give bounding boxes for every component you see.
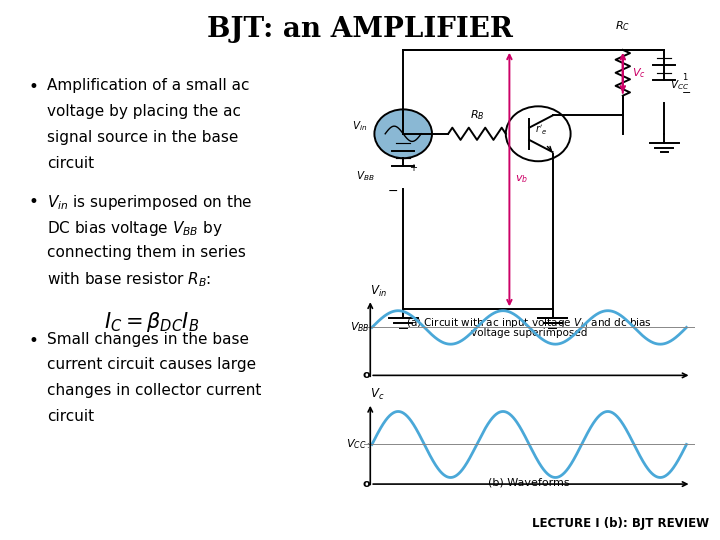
Text: voltage by placing the ac: voltage by placing the ac xyxy=(47,104,240,119)
Text: BJT: an AMPLIFIER: BJT: an AMPLIFIER xyxy=(207,16,513,43)
Text: $V_{BB}$: $V_{BB}$ xyxy=(356,170,374,184)
Text: $V_{CC:}$: $V_{CC:}$ xyxy=(346,437,369,451)
Text: $r'_e$: $r'_e$ xyxy=(536,124,548,138)
Text: voltage superimposed: voltage superimposed xyxy=(471,328,588,338)
Text: $V_{in}$ is superimposed on the: $V_{in}$ is superimposed on the xyxy=(47,193,252,212)
Text: −: − xyxy=(387,185,397,198)
Text: $V_{in}$: $V_{in}$ xyxy=(370,284,387,299)
Text: 1: 1 xyxy=(683,73,688,82)
Text: •: • xyxy=(29,78,39,96)
Text: changes in collector current: changes in collector current xyxy=(47,383,261,399)
Text: $V_{CC}$: $V_{CC}$ xyxy=(670,78,689,92)
Text: $V_c$: $V_c$ xyxy=(632,66,646,80)
Text: (a) Circuit with ac input voltage $V_{in}$ and dc bias: (a) Circuit with ac input voltage $V_{in… xyxy=(406,316,652,330)
Text: $R_C$: $R_C$ xyxy=(615,19,631,33)
Text: signal source in the base: signal source in the base xyxy=(47,130,238,145)
Circle shape xyxy=(374,110,432,158)
Text: Small changes in the base: Small changes in the base xyxy=(47,332,249,347)
Text: −: − xyxy=(683,87,692,98)
Text: DC bias voltage $V_{BB}$ by: DC bias voltage $V_{BB}$ by xyxy=(47,219,222,238)
Text: •: • xyxy=(29,193,39,211)
Text: current circuit causes large: current circuit causes large xyxy=(47,357,256,373)
Text: o: o xyxy=(362,479,370,489)
Text: +: + xyxy=(409,163,417,173)
Text: $R_B$: $R_B$ xyxy=(469,108,485,122)
Text: o: o xyxy=(362,370,370,380)
Text: connecting them in series: connecting them in series xyxy=(47,245,246,260)
Text: with base resistor $R_B$:: with base resistor $R_B$: xyxy=(47,271,211,289)
Text: $V_c$: $V_c$ xyxy=(370,387,384,402)
Text: Amplification of a small ac: Amplification of a small ac xyxy=(47,78,249,93)
Text: $V_{BB}$: $V_{BB}$ xyxy=(350,321,369,334)
Text: circuit: circuit xyxy=(47,409,94,424)
Text: $I_C = \beta_{DC} I_B$: $I_C = \beta_{DC} I_B$ xyxy=(104,310,199,334)
Text: LECTURE I (b): BJT REVIEW: LECTURE I (b): BJT REVIEW xyxy=(532,517,709,530)
Text: $V_{in}$: $V_{in}$ xyxy=(352,119,367,133)
Text: circuit: circuit xyxy=(47,156,94,171)
Text: •: • xyxy=(29,332,39,349)
Text: $v_b$: $v_b$ xyxy=(515,174,528,185)
Text: (b) Waveforms: (b) Waveforms xyxy=(488,478,570,488)
